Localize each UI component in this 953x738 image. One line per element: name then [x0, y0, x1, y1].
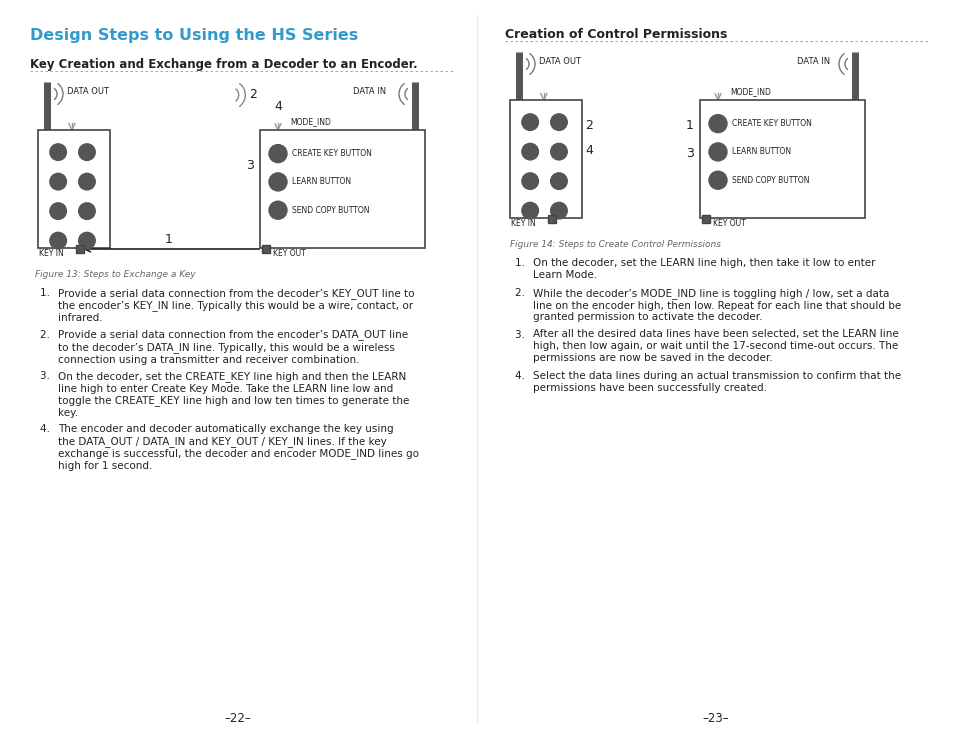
- Circle shape: [50, 144, 67, 160]
- Text: 3.: 3.: [515, 329, 535, 339]
- Text: DATA OUT: DATA OUT: [67, 88, 109, 97]
- Text: Select the data lines during an actual transmission to confirm that the
permissi: Select the data lines during an actual t…: [533, 371, 901, 393]
- Circle shape: [50, 173, 67, 190]
- Bar: [38, 130, 110, 248]
- Text: 4: 4: [584, 144, 592, 157]
- Text: KEY IN: KEY IN: [511, 219, 536, 228]
- Text: The encoder and decoder automatically exchange the key using
the DATA_OUT / DATA: The encoder and decoder automatically ex…: [58, 424, 418, 471]
- Text: Design Steps to Using the HS Series: Design Steps to Using the HS Series: [30, 28, 358, 43]
- Text: 2.: 2.: [515, 288, 535, 298]
- Text: –23–: –23–: [702, 712, 728, 725]
- Circle shape: [550, 143, 567, 160]
- Text: MODE_IND: MODE_IND: [290, 117, 331, 126]
- Circle shape: [78, 232, 95, 249]
- Text: CREATE KEY BUTTON: CREATE KEY BUTTON: [731, 119, 811, 128]
- Circle shape: [269, 173, 287, 191]
- Text: 4: 4: [274, 100, 281, 113]
- Text: On the decoder, set the CREATE_KEY line high and then the LEARN
line high to ent: On the decoder, set the CREATE_KEY line …: [58, 371, 409, 418]
- Text: 1.: 1.: [515, 258, 535, 268]
- Text: KEY IN: KEY IN: [39, 249, 64, 258]
- Text: MODE_IND: MODE_IND: [729, 87, 770, 96]
- Circle shape: [708, 143, 726, 161]
- Text: 1: 1: [165, 233, 172, 246]
- Text: 2: 2: [584, 120, 592, 132]
- Circle shape: [521, 114, 537, 131]
- Bar: [262, 245, 270, 253]
- Circle shape: [708, 114, 726, 133]
- Bar: [548, 215, 556, 223]
- Text: Provide a serial data connection from the encoder’s DATA_OUT line
to the decoder: Provide a serial data connection from th…: [58, 329, 408, 365]
- Circle shape: [50, 203, 67, 219]
- Circle shape: [269, 145, 287, 162]
- Circle shape: [78, 144, 95, 160]
- Bar: [701, 215, 709, 223]
- Circle shape: [708, 171, 726, 189]
- Text: After all the desired data lines have been selected, set the LEARN line
high, th: After all the desired data lines have be…: [533, 329, 898, 362]
- Text: 2.: 2.: [40, 329, 60, 339]
- Text: While the decoder’s MODE_IND line is toggling high / low, set a data
line on the: While the decoder’s MODE_IND line is tog…: [533, 288, 901, 322]
- Text: DATA IN: DATA IN: [796, 58, 829, 66]
- Text: CREATE KEY BUTTON: CREATE KEY BUTTON: [292, 149, 372, 158]
- Text: Creation of Control Permissions: Creation of Control Permissions: [504, 28, 726, 41]
- Text: SEND COPY BUTTON: SEND COPY BUTTON: [731, 176, 809, 184]
- Circle shape: [78, 203, 95, 219]
- Text: SEND COPY BUTTON: SEND COPY BUTTON: [292, 206, 369, 215]
- Text: 1.: 1.: [40, 288, 60, 298]
- Bar: [700, 100, 864, 218]
- Text: LEARN BUTTON: LEARN BUTTON: [292, 177, 351, 187]
- Text: 4.: 4.: [515, 371, 535, 381]
- Text: Figure 13: Steps to Exchange a Key: Figure 13: Steps to Exchange a Key: [35, 270, 195, 279]
- Circle shape: [521, 143, 537, 160]
- Text: LEARN BUTTON: LEARN BUTTON: [731, 148, 790, 156]
- Text: 3.: 3.: [40, 371, 60, 381]
- Bar: [76, 245, 84, 253]
- Text: DATA IN: DATA IN: [353, 88, 386, 97]
- Text: Figure 14: Steps to Create Control Permissions: Figure 14: Steps to Create Control Permi…: [510, 240, 720, 249]
- Text: DATA OUT: DATA OUT: [538, 58, 580, 66]
- Circle shape: [521, 202, 537, 219]
- Text: 3: 3: [685, 147, 693, 159]
- Text: On the decoder, set the LEARN line high, then take it low to enter
Learn Mode.: On the decoder, set the LEARN line high,…: [533, 258, 875, 280]
- Bar: [510, 100, 581, 218]
- Text: KEY OUT: KEY OUT: [273, 249, 305, 258]
- Text: 2: 2: [249, 89, 256, 102]
- Bar: [260, 130, 424, 248]
- Circle shape: [521, 173, 537, 190]
- Circle shape: [50, 232, 67, 249]
- Circle shape: [269, 201, 287, 219]
- Circle shape: [78, 173, 95, 190]
- Text: 3: 3: [246, 159, 253, 172]
- Circle shape: [550, 202, 567, 219]
- Text: KEY OUT: KEY OUT: [712, 219, 745, 228]
- Text: 4.: 4.: [40, 424, 60, 434]
- Text: Provide a serial data connection from the decoder’s KEY_OUT line to
the encoder’: Provide a serial data connection from th…: [58, 288, 414, 323]
- Text: –22–: –22–: [224, 712, 251, 725]
- Circle shape: [550, 173, 567, 190]
- Text: Key Creation and Exchange from a Decoder to an Encoder.: Key Creation and Exchange from a Decoder…: [30, 58, 417, 71]
- Text: 1: 1: [685, 120, 693, 132]
- Circle shape: [550, 114, 567, 131]
